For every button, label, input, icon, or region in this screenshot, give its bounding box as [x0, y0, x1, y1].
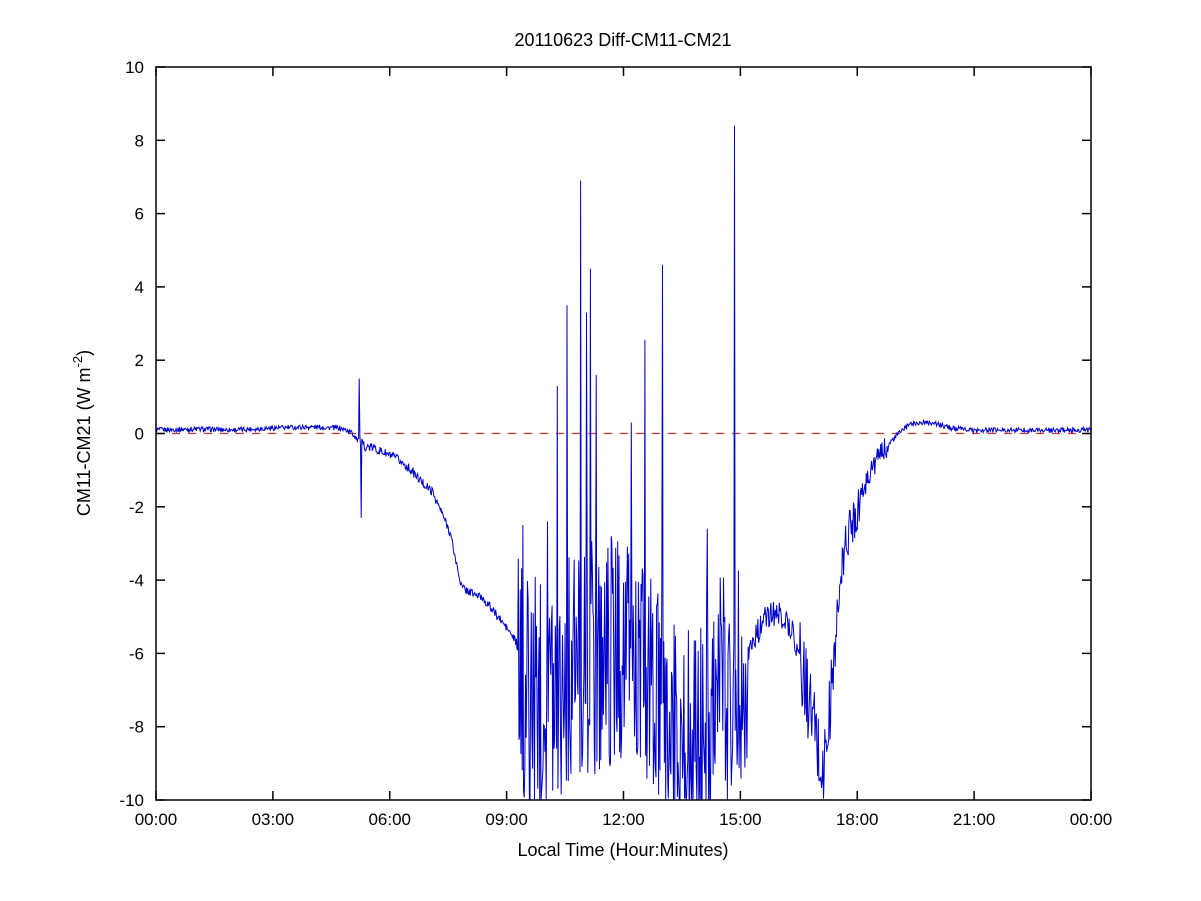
x-tick-label: 00:00	[1070, 810, 1113, 829]
x-tick-label: 21:00	[953, 810, 996, 829]
y-tick-label: 0	[135, 425, 144, 444]
x-tick-label: 12:00	[602, 810, 645, 829]
y-tick-label: -2	[129, 498, 144, 517]
y-tick-label: -10	[119, 791, 144, 810]
y-tick-label: -6	[129, 644, 144, 663]
y-axis-label-superscript: -2	[70, 356, 85, 368]
x-tick-label: 06:00	[368, 810, 411, 829]
y-axis-label-main: CM11-CM21 (W m	[74, 367, 94, 516]
x-tick-label: 18:00	[836, 810, 879, 829]
y-tick-label: 4	[135, 278, 144, 297]
y-axis-label-end: )	[74, 350, 94, 356]
y-tick-label: -8	[129, 718, 144, 737]
axis-ticks: 00:00 03:00 06:00 09:00 12:00 15:00 18:00 21:00…	[119, 58, 1112, 829]
x-tick-label: 09:00	[485, 810, 528, 829]
y-tick-label: 8	[135, 131, 144, 150]
axes-box	[155, 66, 1092, 801]
data-line-cm11-cm21	[155, 125, 1092, 801]
y-tick-label: -4	[129, 571, 144, 590]
x-tick-label: 03:00	[252, 810, 295, 829]
y-tick-label: 6	[135, 205, 144, 224]
x-axis-label: Local Time (Hour:Minutes)	[517, 840, 728, 860]
x-tick-label: 00:00	[135, 810, 178, 829]
x-tick-label: 15:00	[719, 810, 762, 829]
y-axis-label: CM11-CM21 (W m-2)	[70, 350, 94, 516]
chart-title: 20110623 Diff-CM11-CM21	[514, 30, 731, 50]
y-tick-label: 10	[125, 58, 144, 77]
y-tick-label: 2	[135, 351, 144, 370]
